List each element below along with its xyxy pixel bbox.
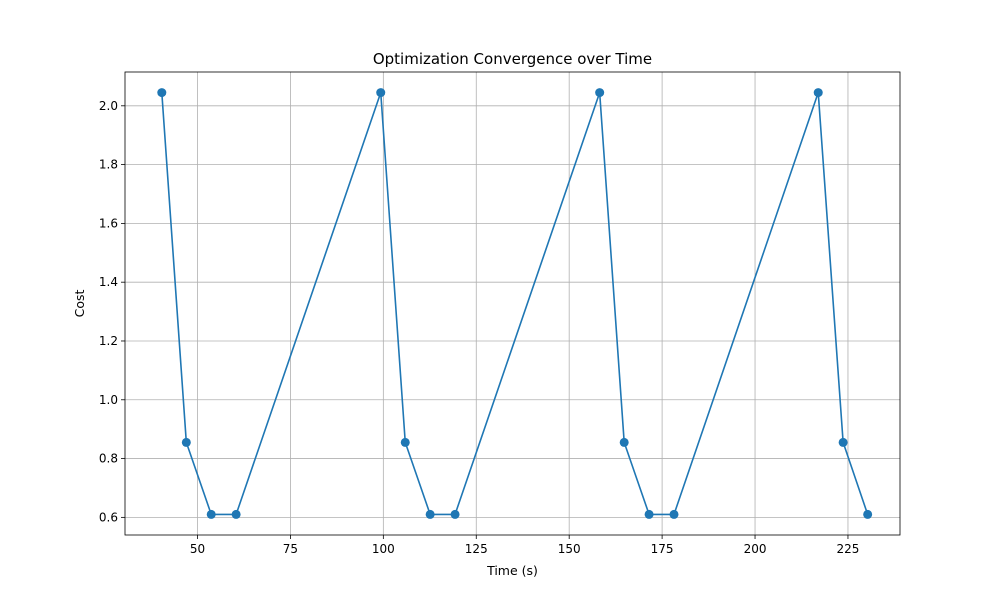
- plot-area-frame: [124, 71, 901, 536]
- y-axis-label: Cost: [72, 290, 87, 318]
- x-tick-label: 100: [372, 542, 395, 556]
- y-tick-label: 1.6: [99, 216, 118, 230]
- x-tick-label: 175: [651, 542, 674, 556]
- x-tick-label: 150: [558, 542, 581, 556]
- data-point: [206, 509, 216, 519]
- x-axis-ticks: 50 75 100 125 150 175 200 225: [190, 535, 860, 556]
- data-point: [595, 88, 605, 98]
- y-tick-label: 1.0: [99, 393, 118, 407]
- data-point: [425, 509, 435, 519]
- data-point: [644, 509, 654, 519]
- x-tick-label: 200: [744, 542, 767, 556]
- y-tick-label: 1.4: [99, 275, 118, 289]
- y-tick-label: 1.8: [99, 158, 118, 172]
- x-tick-label: 225: [837, 542, 860, 556]
- grid: [125, 72, 900, 535]
- data-point: [619, 437, 629, 447]
- data-point: [813, 88, 823, 98]
- y-tick-label: 0.8: [99, 452, 118, 466]
- data-point: [231, 509, 241, 519]
- data-point: [157, 88, 167, 98]
- data-point: [450, 509, 460, 519]
- data-point: [400, 437, 410, 447]
- data-point: [181, 437, 191, 447]
- x-tick-label: 75: [283, 542, 298, 556]
- series-layer: [157, 88, 873, 519]
- chart-title: Optimization Convergence over Time: [373, 50, 652, 68]
- data-point: [863, 509, 873, 519]
- y-tick-label: 2.0: [99, 99, 118, 113]
- x-tick-label: 125: [465, 542, 488, 556]
- x-axis-label: Time (s): [486, 563, 538, 578]
- x-tick-label: 50: [190, 542, 205, 556]
- data-point: [669, 509, 679, 519]
- y-tick-label: 1.2: [99, 334, 118, 348]
- y-axis-ticks: 0.6 0.8 1.0 1.2 1.4 1.6 1.8 2.0: [99, 99, 125, 524]
- data-point: [376, 88, 386, 98]
- data-point: [838, 437, 848, 447]
- y-tick-label: 0.6: [99, 510, 118, 524]
